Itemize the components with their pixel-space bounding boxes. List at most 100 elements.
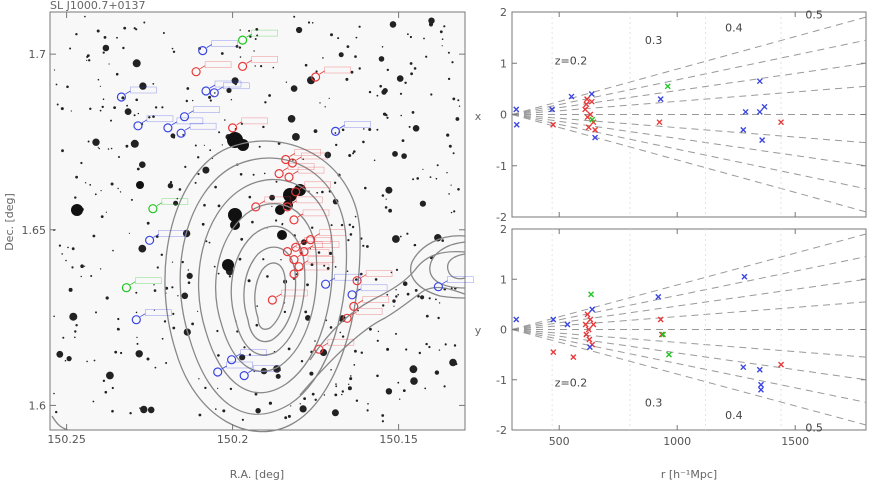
- field-star: [102, 98, 105, 100]
- cone-z-label: 0.5: [805, 421, 823, 434]
- field-star: [217, 204, 221, 208]
- field-star: [165, 286, 169, 290]
- field-star: [128, 232, 130, 234]
- field-star: [191, 322, 195, 326]
- field-star: [337, 37, 340, 40]
- field-star: [92, 138, 100, 146]
- field-star: [71, 247, 75, 251]
- member-leader-red: [297, 253, 304, 257]
- field-star: [163, 320, 167, 323]
- field-star: [89, 184, 92, 186]
- field-star: [396, 75, 404, 82]
- field-star: [339, 331, 342, 334]
- field-star: [450, 360, 454, 364]
- field-star: [275, 180, 278, 183]
- field-star: [441, 38, 444, 40]
- field-star: [241, 418, 244, 421]
- member-label-green: [251, 29, 278, 37]
- cone-y-tick-label: -1: [496, 160, 507, 173]
- field-star: [252, 173, 255, 176]
- field-star: [216, 329, 219, 333]
- field-star: [143, 21, 146, 24]
- member-red: [289, 215, 299, 225]
- field-star: [103, 36, 107, 39]
- field-star: [120, 351, 123, 355]
- cone-point-red: [658, 331, 665, 338]
- field-star: [178, 188, 182, 191]
- member-leader-blue: [141, 119, 148, 124]
- field-star: [156, 266, 159, 269]
- field-star: [316, 191, 319, 194]
- cone-x-tick-label: 1000: [663, 435, 691, 448]
- field-star: [377, 330, 380, 333]
- field-star: [287, 414, 291, 418]
- field-star: [104, 390, 108, 394]
- member-red: [289, 255, 299, 265]
- field-star: [341, 128, 345, 132]
- member-label-red: [355, 308, 383, 315]
- field-star: [418, 351, 421, 355]
- member-leader-blue: [140, 313, 146, 318]
- field-star: [61, 253, 63, 255]
- field-star: [420, 295, 425, 300]
- field-star: [408, 125, 411, 128]
- cone-point-blue: [761, 103, 768, 110]
- bright-galaxy: [283, 188, 297, 202]
- field-star: [412, 125, 420, 132]
- member-leader-red: [296, 156, 302, 161]
- cone-point-blue: [655, 293, 662, 300]
- field-star: [423, 37, 425, 40]
- member-label-red: [302, 249, 330, 256]
- field-star: [65, 259, 67, 262]
- field-star: [321, 190, 324, 194]
- member-label-red: [304, 181, 331, 189]
- field-star: [135, 98, 138, 102]
- field-star: [357, 309, 359, 312]
- field-star: [444, 343, 447, 346]
- field-star: [385, 388, 393, 395]
- field-star: [62, 336, 65, 339]
- field-star: [395, 268, 399, 271]
- field-star: [319, 102, 321, 104]
- field-star: [152, 83, 155, 85]
- cone-point-blue: [756, 366, 763, 373]
- field-star: [335, 383, 337, 385]
- field-star: [198, 378, 200, 380]
- field-star: [217, 354, 220, 357]
- field-star: [446, 172, 448, 174]
- field-star: [56, 103, 59, 106]
- field-star: [425, 342, 428, 346]
- field-star: [240, 237, 244, 241]
- field-star: [299, 405, 307, 413]
- field-star: [416, 177, 420, 180]
- field-star: [123, 26, 127, 30]
- field-star: [389, 21, 397, 28]
- field-star: [384, 206, 388, 209]
- field-star: [367, 403, 369, 405]
- member-label-blue: [146, 115, 174, 123]
- field-star: [341, 335, 345, 338]
- field-star: [295, 273, 298, 276]
- field-star: [314, 340, 316, 342]
- field-star: [397, 293, 400, 296]
- field-star: [255, 28, 259, 31]
- field-star: [239, 354, 246, 361]
- field-star: [419, 200, 426, 207]
- member-label-blue: [214, 80, 242, 88]
- cone-point-red: [583, 101, 590, 108]
- member-red: [314, 344, 324, 354]
- field-star: [330, 224, 333, 227]
- field-star: [385, 186, 393, 194]
- member-label-green: [161, 198, 189, 205]
- field-star: [323, 264, 326, 267]
- member-leader-green: [156, 202, 163, 207]
- field-star: [443, 385, 446, 388]
- field-star: [376, 128, 379, 131]
- member-red: [342, 313, 352, 323]
- cone-x-axis-label: r [h⁻¹Mpc]: [661, 468, 717, 481]
- field-star: [284, 416, 288, 420]
- field-star: [110, 119, 112, 122]
- field-star: [230, 99, 233, 101]
- cone-point-red: [582, 321, 589, 328]
- field-star: [269, 194, 275, 201]
